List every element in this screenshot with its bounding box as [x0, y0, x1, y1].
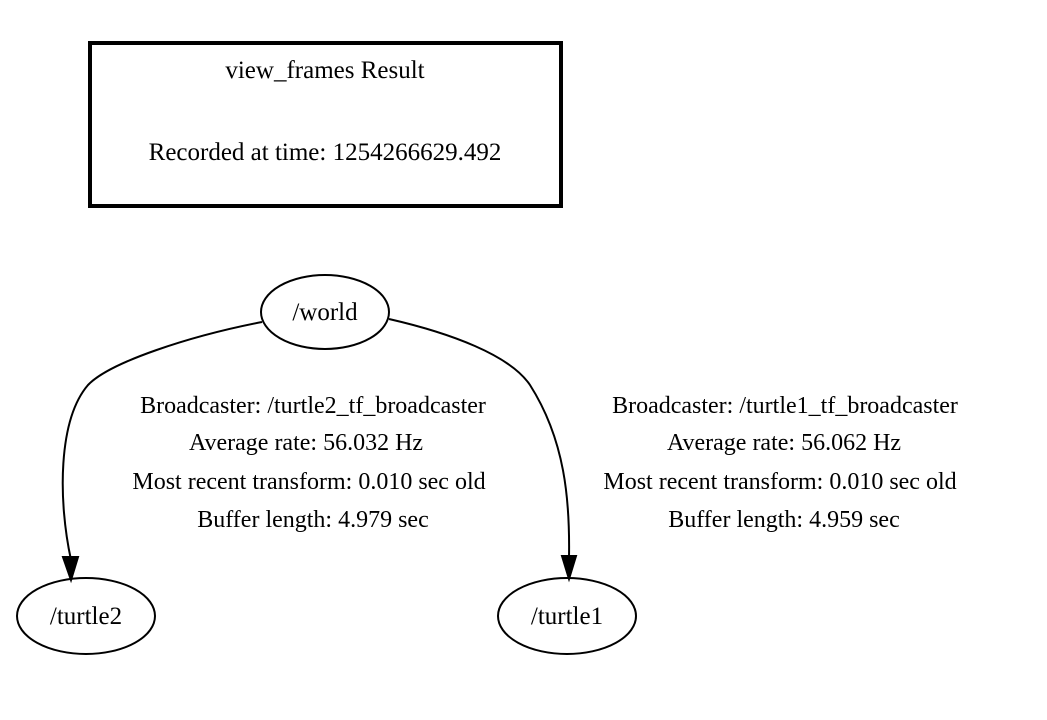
node-turtle1-label: /turtle1	[531, 603, 603, 630]
edge-buffer-turtle2: Buffer length: 4.979 sec	[197, 507, 429, 533]
node-world: /world	[260, 274, 390, 350]
edge-broadcaster-turtle1: Broadcaster: /turtle1_tf_broadcaster	[612, 393, 958, 419]
edge-line-world-turtle2	[61, 321, 263, 561]
result-box: view_frames Result Recorded at time: 125…	[88, 41, 563, 208]
edge-rate-turtle2: Average rate: 56.032 Hz	[189, 430, 423, 456]
edge-recent-turtle2: Most recent transform: 0.010 sec old	[132, 469, 485, 495]
node-turtle2-label: /turtle2	[50, 603, 122, 630]
edge-world-turtle2: Broadcaster: /turtle2_tf_broadcaster Ave…	[61, 321, 486, 584]
edge-world-turtle1: Broadcaster: /turtle1_tf_broadcaster Ave…	[388, 318, 958, 583]
edge-broadcaster-turtle2: Broadcaster: /turtle2_tf_broadcaster	[140, 393, 486, 419]
node-turtle1-ellipse	[497, 577, 637, 655]
node-turtle1: /turtle1	[497, 577, 637, 655]
recorded-time: Recorded at time: 1254266629.492	[149, 139, 502, 166]
node-world-label: /world	[292, 299, 358, 326]
node-turtle2-ellipse	[16, 577, 156, 655]
result-box-border	[88, 41, 563, 208]
edge-line-world-turtle1	[388, 318, 571, 559]
node-world-ellipse	[260, 274, 390, 350]
edge-buffer-turtle1: Buffer length: 4.959 sec	[668, 507, 900, 533]
arrowhead-turtle1	[560, 555, 578, 583]
result-title: view_frames Result	[225, 57, 424, 84]
edge-recent-turtle1: Most recent transform: 0.010 sec old	[603, 469, 956, 495]
node-turtle2: /turtle2	[16, 577, 156, 655]
edge-rate-turtle1: Average rate: 56.062 Hz	[667, 430, 901, 456]
arrowhead-turtle2	[61, 556, 80, 584]
